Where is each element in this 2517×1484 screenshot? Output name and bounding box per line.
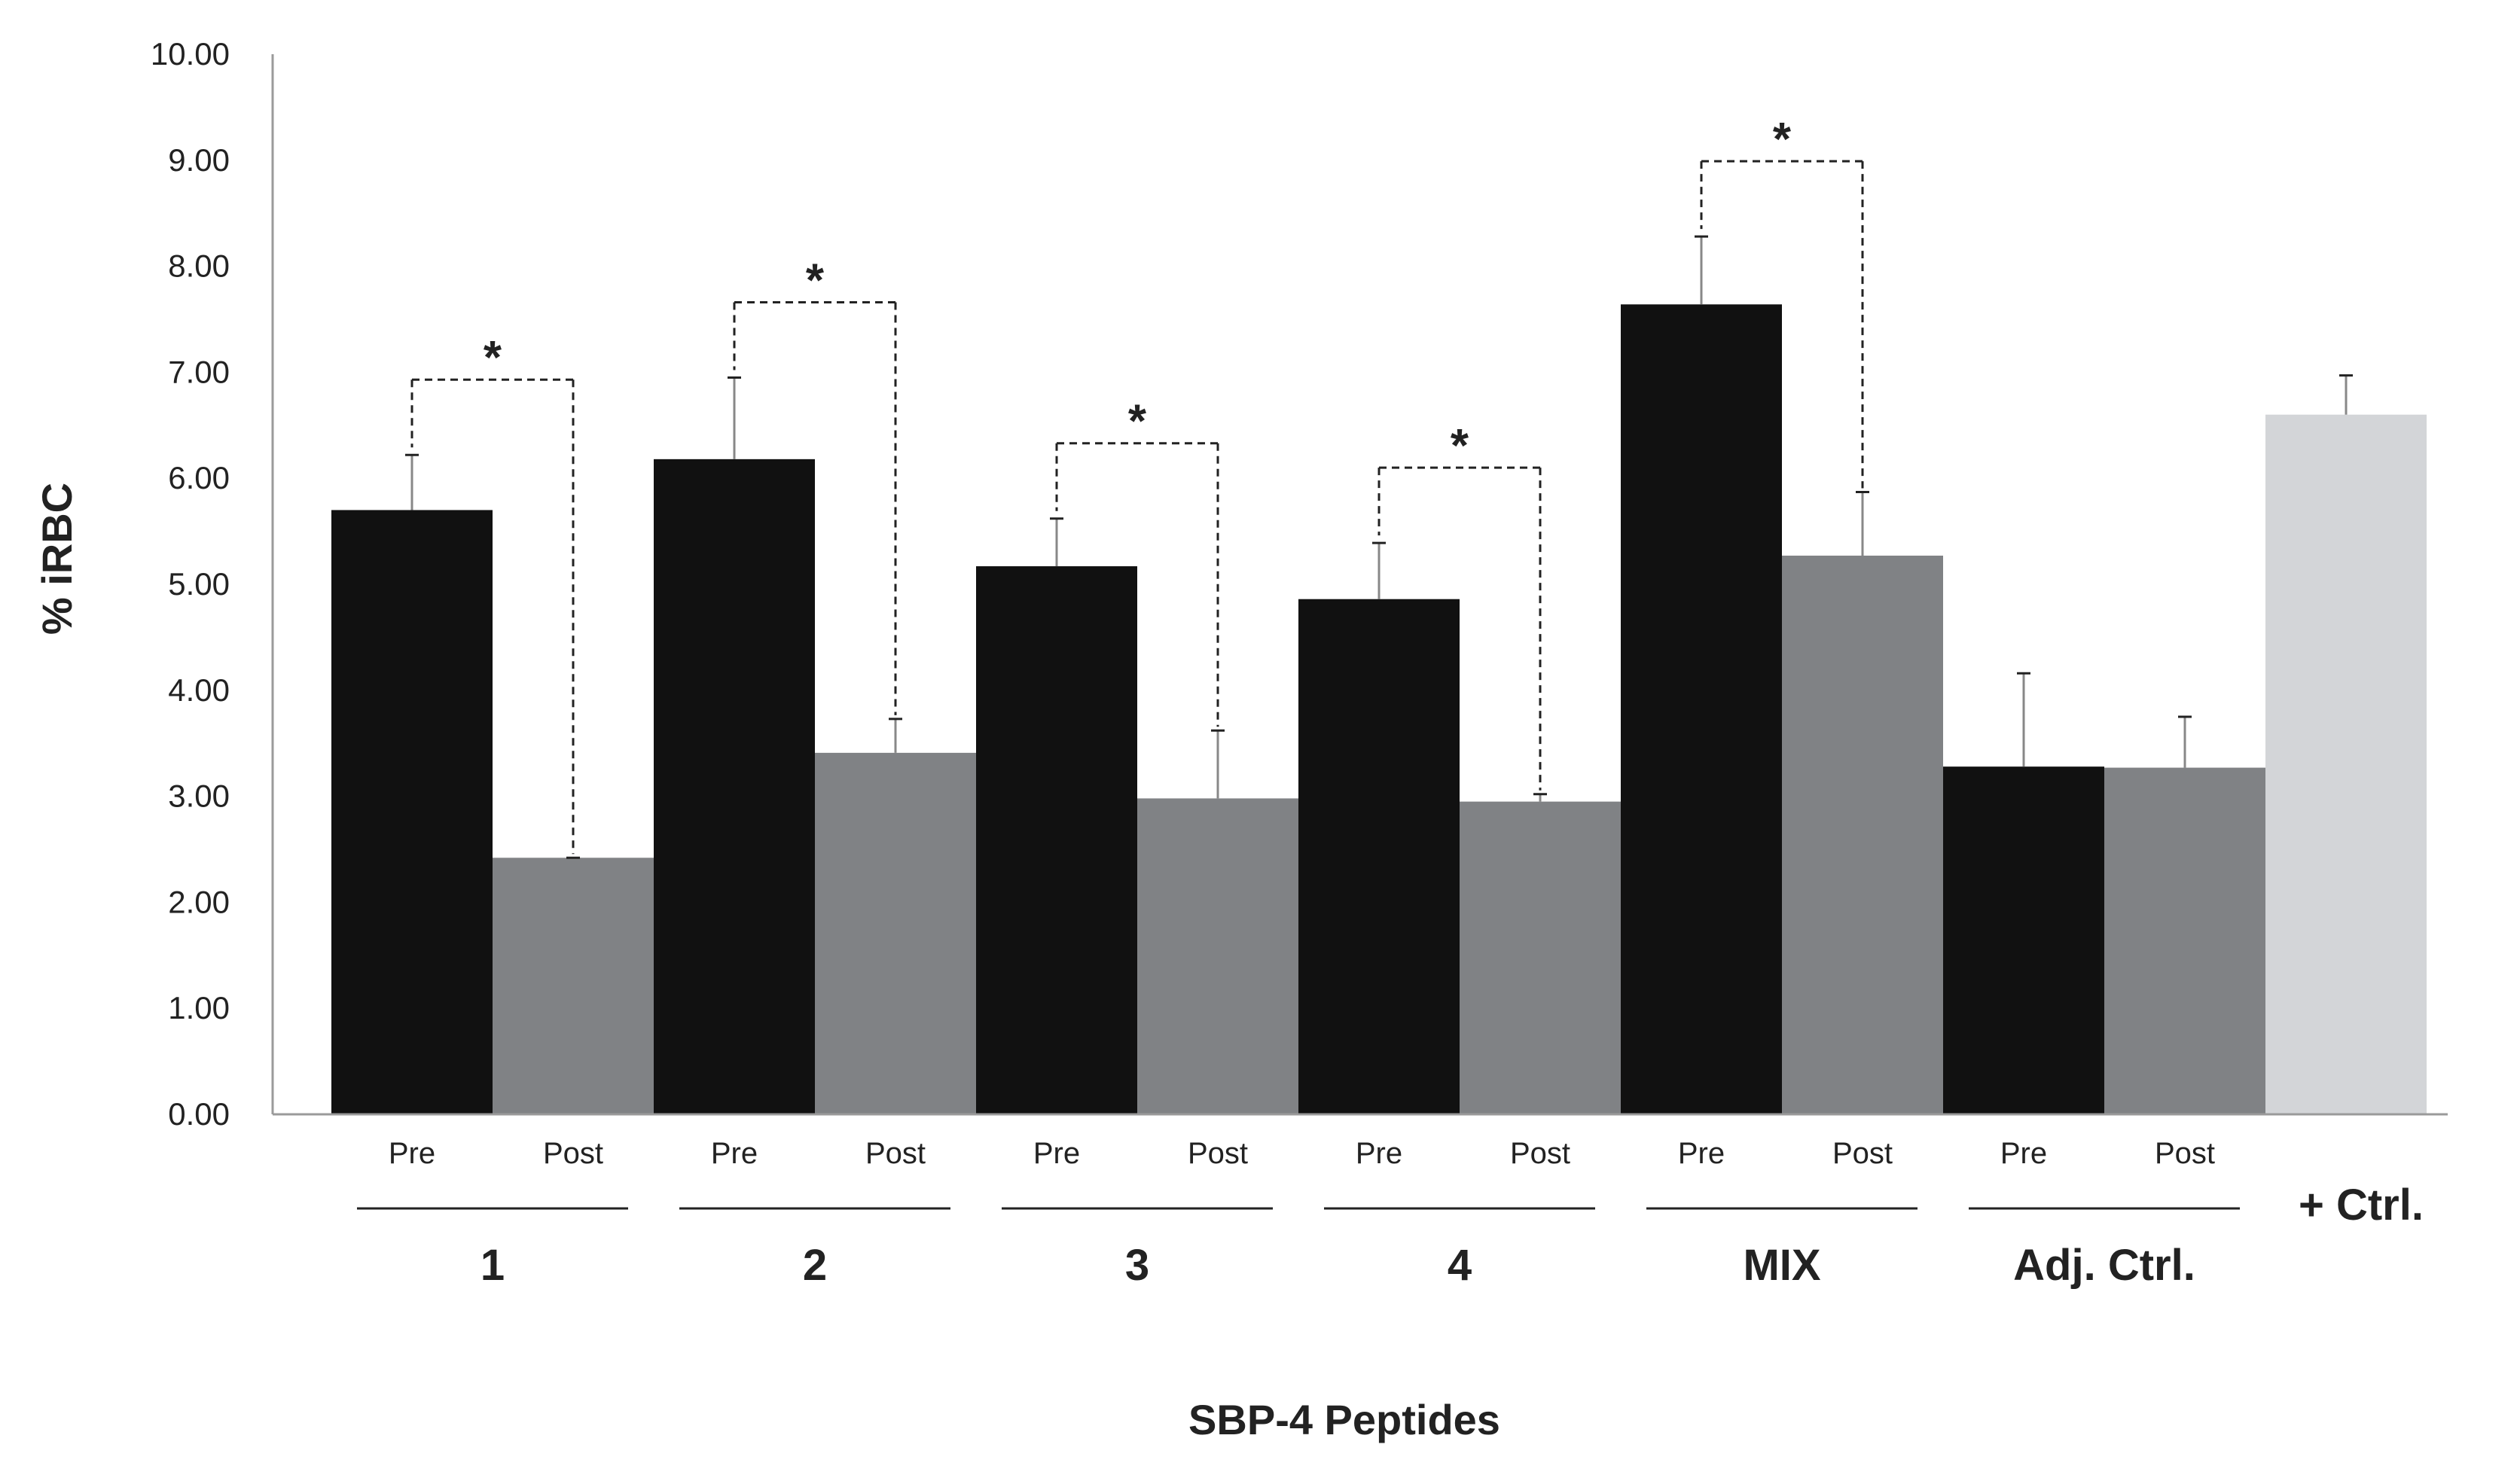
x-axis-labels: Pre Post 1 Pre Post 2 Pre Post 3 Pre Post 4 Pre Post M… <box>357 1137 2424 1290</box>
bar-pre <box>1943 766 2104 1114</box>
bar-post <box>1460 801 1621 1114</box>
sub-label-pre: Pre <box>711 1137 758 1170</box>
sub-label-post: Post <box>2155 1137 2215 1170</box>
group-label: 2 <box>803 1241 827 1290</box>
sub-label-pre: Pre <box>2000 1137 2047 1170</box>
y-axis-title: % iRBC <box>33 483 81 635</box>
bar-pre <box>1298 599 1460 1114</box>
significance-star: * <box>1773 114 1792 166</box>
sub-label-pre: Pre <box>1033 1137 1080 1170</box>
bar-post <box>2104 767 2265 1114</box>
y-tick-label: 9.00 <box>168 142 230 178</box>
bar-pre <box>331 510 493 1114</box>
group-label: 4 <box>1448 1241 1472 1290</box>
control-label: + Ctrl. <box>2299 1181 2424 1230</box>
y-axis-ticks: 0.00 1.00 2.00 3.00 4.00 5.00 6.00 7.00 8.00 9.00… <box>151 36 230 1132</box>
group-label: MIX <box>1743 1241 1820 1290</box>
sub-label-post: Post <box>1832 1137 1893 1170</box>
significance-layer: * * * * * <box>410 114 1864 855</box>
sub-label-pre: Pre <box>389 1137 435 1170</box>
sub-label-pre: Pre <box>1356 1137 1402 1170</box>
y-tick-label: 1.00 <box>168 990 230 1025</box>
bar-post <box>815 752 976 1114</box>
bar-pre <box>654 459 815 1114</box>
bar-post <box>1782 555 1943 1114</box>
y-tick-label: 10.00 <box>151 36 230 72</box>
significance-star: * <box>1451 420 1469 472</box>
y-tick-label: 3.00 <box>168 779 230 814</box>
group-label: 3 <box>1125 1241 1149 1290</box>
y-tick-label: 8.00 <box>168 248 230 284</box>
y-tick-label: 4.00 <box>168 672 230 708</box>
significance-star: * <box>1128 396 1147 448</box>
bar-control <box>2265 414 2427 1114</box>
bars-layer <box>331 304 2427 1115</box>
group-label: Adj. Ctrl. <box>2013 1241 2195 1290</box>
x-axis-title: SBP-4 Peptides <box>1188 1396 1500 1443</box>
y-tick-label: 2.00 <box>168 884 230 919</box>
sub-label-post: Post <box>1510 1137 1570 1170</box>
bar-pre <box>1621 304 1782 1115</box>
bar-post <box>493 858 654 1114</box>
bar-post <box>1137 798 1298 1114</box>
y-tick-label: 5.00 <box>168 566 230 602</box>
sub-label-pre: Pre <box>1678 1137 1725 1170</box>
bar-pre <box>976 566 1137 1114</box>
sub-label-post: Post <box>865 1137 926 1170</box>
significance-star: * <box>806 254 825 306</box>
y-tick-label: 0.00 <box>168 1096 230 1132</box>
sub-label-post: Post <box>1188 1137 1248 1170</box>
group-label: 1 <box>481 1241 505 1290</box>
y-tick-label: 6.00 <box>168 460 230 495</box>
significance-star: * <box>484 332 502 384</box>
error-bars-layer <box>405 235 2353 859</box>
y-tick-label: 7.00 <box>168 354 230 389</box>
sub-label-post: Post <box>543 1137 603 1170</box>
